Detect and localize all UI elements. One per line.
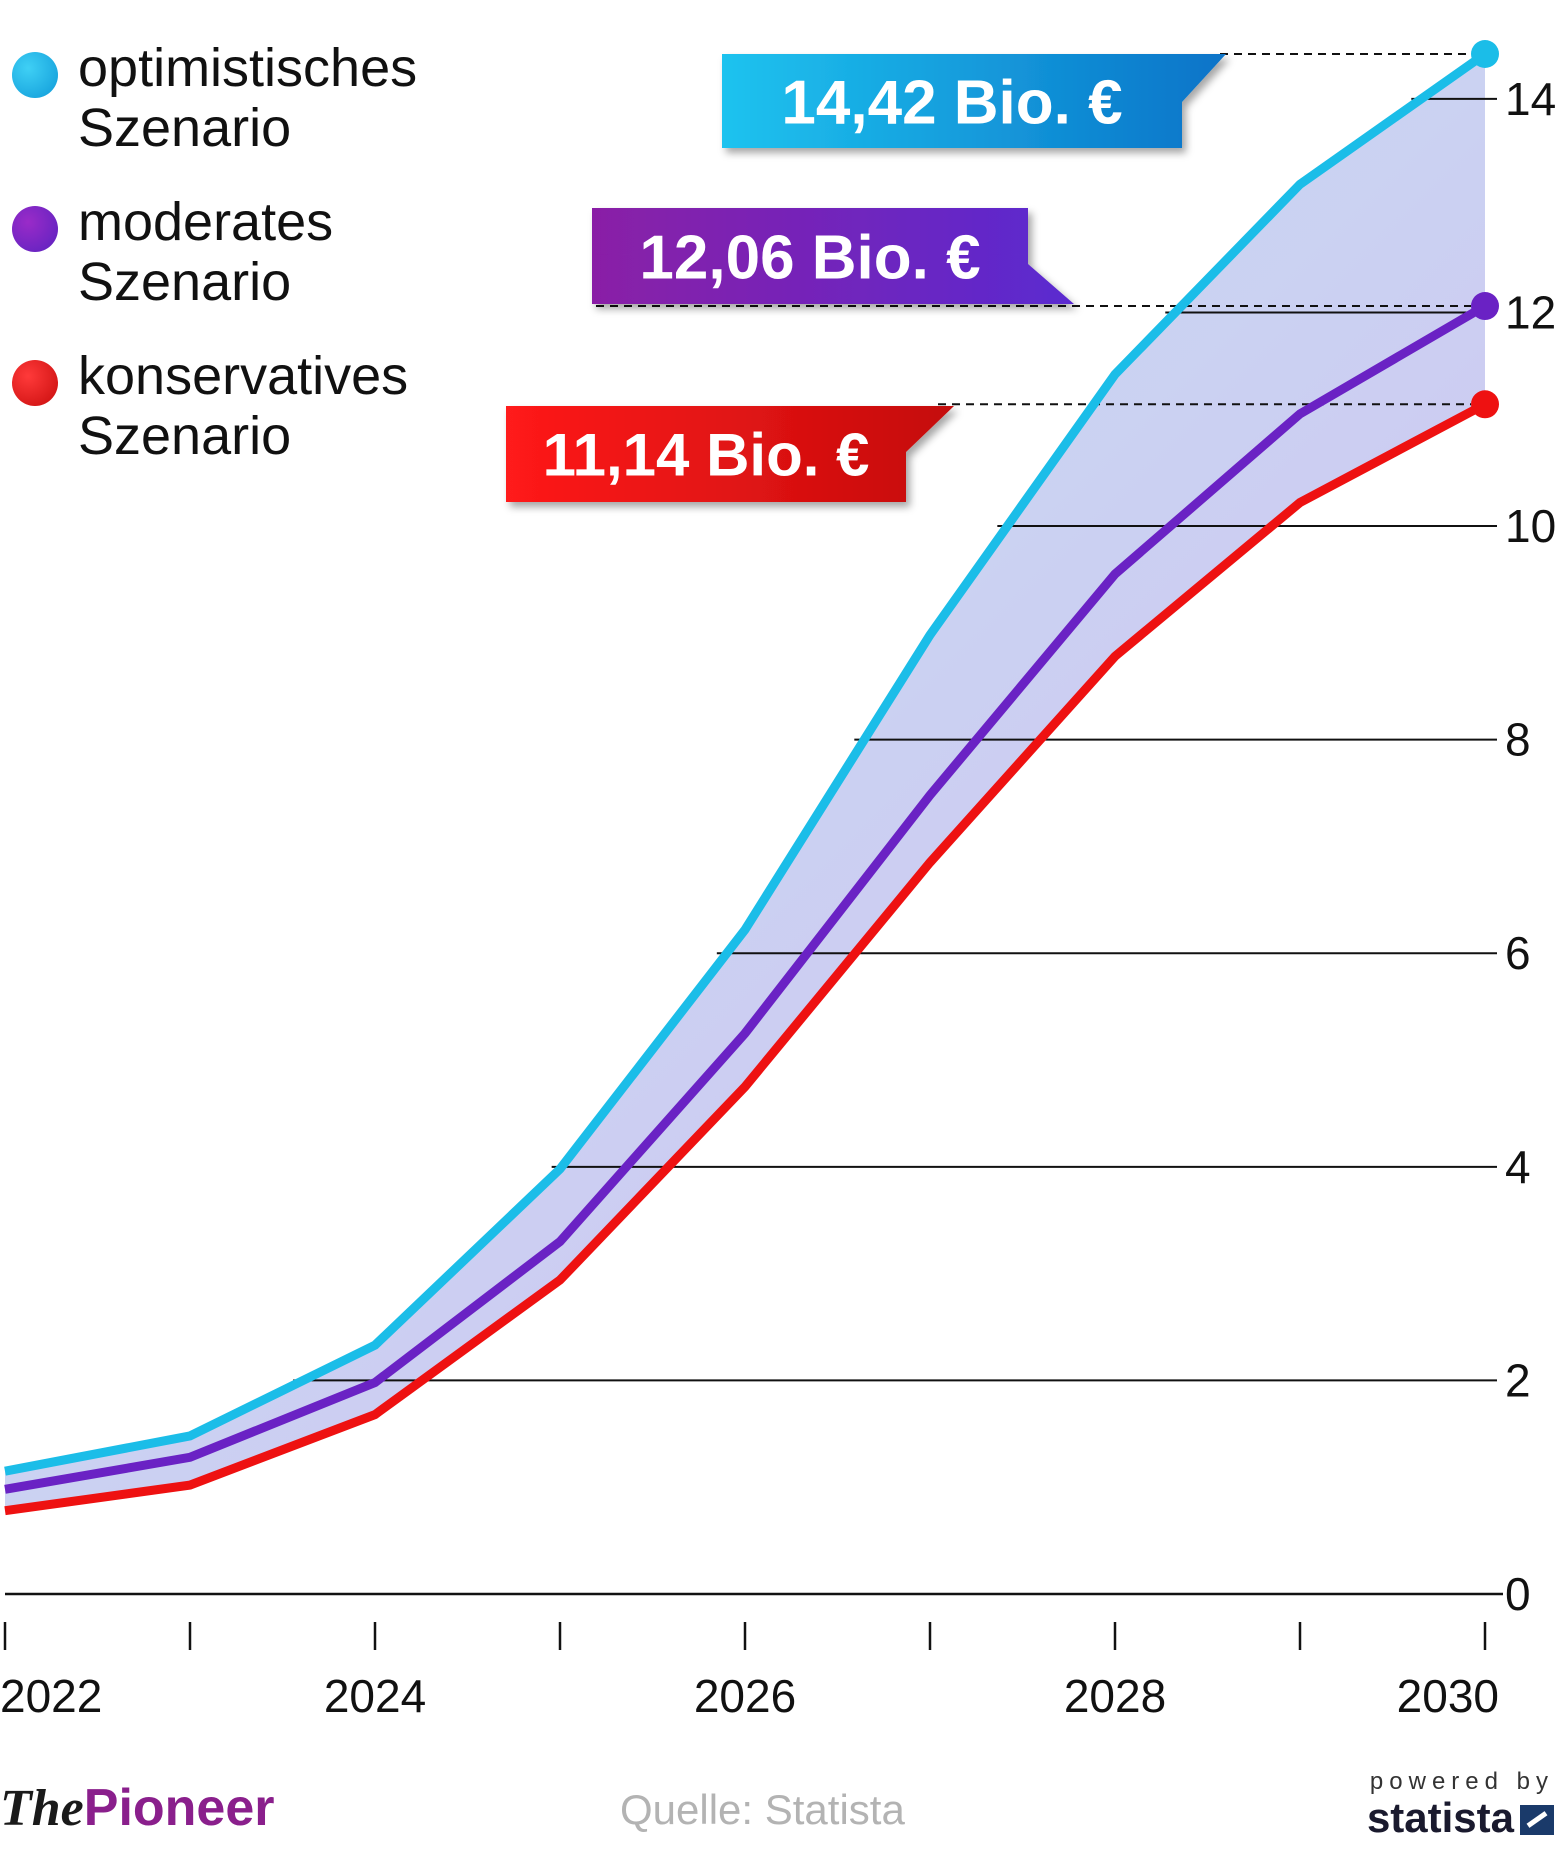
legend-dot-optimistic (12, 52, 58, 98)
scenario-band (5, 54, 1485, 1511)
callout-moderate (592, 208, 1074, 304)
legend-dot-conservative (12, 360, 58, 406)
endpoint-optimistic (1471, 40, 1499, 68)
endpoint-conservative (1471, 390, 1499, 419)
series-line-conservative (4, 400, 1488, 1516)
source-note: Quelle: Statista (620, 1786, 905, 1833)
y-tick-label-10: 10 (1505, 500, 1556, 552)
callout-box-conservative (506, 406, 954, 502)
callout-label-optimistic: 14,42 Bio. € (781, 68, 1122, 137)
callout-conservative (506, 406, 954, 502)
endpoint-moderate (1471, 292, 1499, 321)
y-tick-label-8: 8 (1505, 714, 1531, 766)
legend-label-conservative: konservatives Szenario (78, 346, 409, 466)
y-tick-label-12: 12 (1505, 286, 1556, 338)
series-line-optimistic (4, 50, 1488, 1476)
logo-the: The (0, 1780, 84, 1837)
x-tick-label-2024: 2024 (324, 1670, 426, 1722)
callout-box-moderate (592, 208, 1074, 304)
legend-label-moderate: moderates Szenario (78, 192, 334, 312)
thepioneer-logo: ThePioneer (0, 1778, 275, 1838)
powered-by-label: powered by (1369, 1768, 1554, 1795)
x-tick-label-2026: 2026 (694, 1670, 796, 1722)
series-line-moderate (4, 302, 1488, 1494)
callout-label-moderate: 12,06 Bio. € (639, 223, 980, 292)
y-tick-label-2: 2 (1505, 1354, 1531, 1406)
logo-pioneer: Pioneer (83, 1779, 275, 1837)
y-tick-label-4: 4 (1505, 1141, 1531, 1193)
x-tick-label-2028: 2028 (1064, 1670, 1166, 1722)
y-tick-label-14: 14 (1505, 73, 1556, 125)
legend-dot-moderate (12, 206, 58, 252)
statista-brand: statista (1367, 1796, 1554, 1840)
x-tick-label-2022: 2022 (0, 1670, 102, 1722)
callout-box-optimistic (722, 54, 1226, 148)
y-tick-label-6: 6 (1505, 927, 1531, 979)
callout-optimistic (722, 54, 1226, 148)
x-tick-label-2030: 2030 (1397, 1670, 1499, 1722)
statista-brand-text: statista (1366, 1794, 1514, 1841)
y-tick-label-0: 0 (1505, 1568, 1531, 1620)
statista-logo: powered by statista (1367, 1768, 1554, 1840)
callout-label-conservative: 11,14 Bio. € (543, 422, 870, 489)
legend-label-optimistic: optimistisches Szenario (78, 38, 418, 158)
statista-icon (1520, 1805, 1554, 1835)
